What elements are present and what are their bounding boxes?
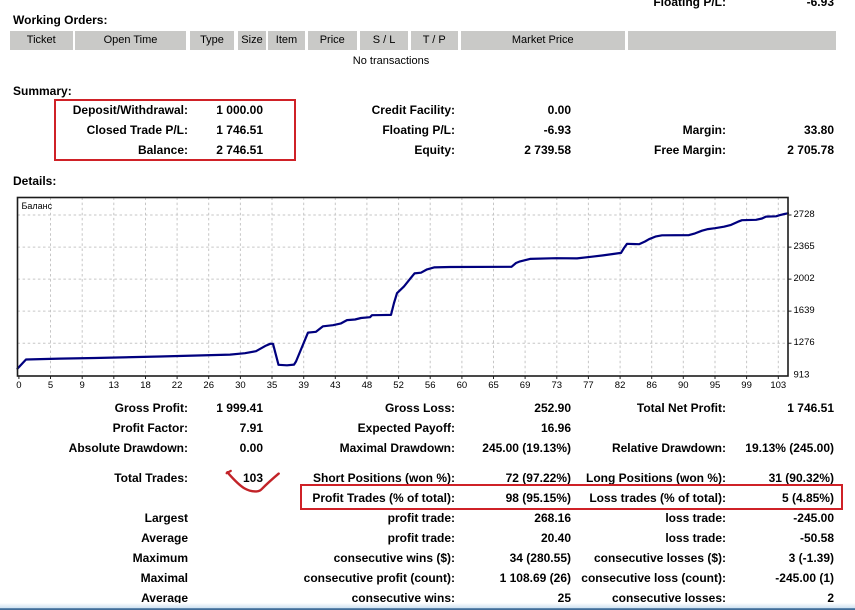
svg-text:30: 30 <box>235 380 246 391</box>
svg-text:2728: 2728 <box>794 209 815 220</box>
svg-text:13: 13 <box>109 380 120 391</box>
svg-text:86: 86 <box>646 380 657 391</box>
svg-text:95: 95 <box>710 380 721 391</box>
svg-text:2365: 2365 <box>794 241 815 252</box>
svg-text:2002: 2002 <box>794 273 815 284</box>
svg-text:103: 103 <box>770 380 786 391</box>
svg-text:65: 65 <box>488 380 499 391</box>
svg-text:52: 52 <box>393 380 404 391</box>
svg-text:26: 26 <box>203 380 214 391</box>
svg-text:22: 22 <box>172 380 183 391</box>
svg-text:82: 82 <box>615 380 626 391</box>
svg-text:48: 48 <box>362 380 373 391</box>
svg-text:69: 69 <box>520 380 531 391</box>
svg-text:73: 73 <box>552 380 563 391</box>
svg-text:5: 5 <box>48 380 53 391</box>
svg-text:1276: 1276 <box>794 337 815 348</box>
svg-text:35: 35 <box>267 380 278 391</box>
svg-text:Баланс: Баланс <box>22 201 53 211</box>
svg-text:43: 43 <box>330 380 341 391</box>
svg-text:77: 77 <box>583 380 594 391</box>
svg-text:99: 99 <box>741 380 752 391</box>
svg-text:913: 913 <box>794 369 810 380</box>
svg-text:1639: 1639 <box>794 305 815 316</box>
svg-text:56: 56 <box>425 380 436 391</box>
svg-text:90: 90 <box>678 380 689 391</box>
svg-text:60: 60 <box>457 380 468 391</box>
svg-text:39: 39 <box>298 380 309 391</box>
svg-text:0: 0 <box>16 380 21 391</box>
svg-text:18: 18 <box>140 380 151 391</box>
svg-text:9: 9 <box>80 380 85 391</box>
